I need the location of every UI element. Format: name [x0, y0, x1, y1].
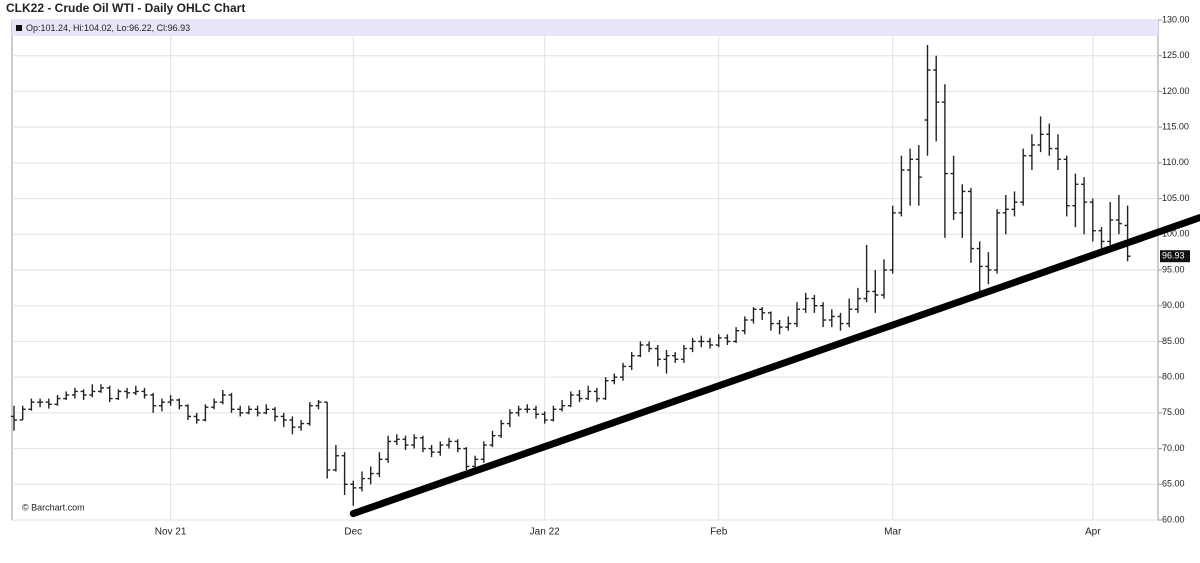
bars: [11, 45, 1131, 506]
y-tick-label: 130.00: [1162, 14, 1190, 24]
x-tick-label: Nov 21: [155, 527, 187, 538]
y-tick-label: 80.00: [1162, 372, 1185, 382]
x-tick-label: Feb: [710, 527, 728, 538]
x-tick-label: Jan 22: [530, 527, 560, 538]
trendline: [349, 214, 1200, 518]
y-tick-label: 65.00: [1162, 479, 1185, 489]
y-tick-label: 100.00: [1162, 229, 1190, 239]
last-price-label: 96.93: [1162, 251, 1185, 261]
y-tick-label: 95.00: [1162, 264, 1185, 274]
y-tick-label: 125.00: [1162, 50, 1190, 60]
legend-band: [12, 20, 1158, 36]
legend-text: Op:101.24, Hi:104.02, Lo:96.22, Cl:96.93: [26, 23, 190, 33]
y-tick-label: 70.00: [1162, 443, 1185, 453]
grid: [12, 19, 1158, 521]
legend-swatch: [16, 25, 22, 31]
y-tick-label: 85.00: [1162, 336, 1185, 346]
y-tick-label: 115.00: [1162, 122, 1189, 132]
y-tick-label: 110.00: [1162, 157, 1189, 167]
x-tick-label: Apr: [1085, 527, 1101, 538]
y-tick-label: 90.00: [1162, 300, 1185, 310]
x-tick-label: Mar: [884, 527, 902, 538]
last-price-box: [1160, 250, 1190, 263]
y-tick-label: 120.00: [1162, 86, 1190, 96]
x-tick-label: Dec: [344, 527, 362, 538]
y-tick-label: 105.00: [1162, 193, 1190, 203]
y-tick-label: 60.00: [1162, 514, 1185, 524]
watermark: © Barchart.com: [22, 502, 85, 512]
y-tick-label: 75.00: [1162, 407, 1185, 417]
chart-title: CLK22 - Crude Oil WTI - Daily OHLC Chart: [6, 1, 245, 15]
